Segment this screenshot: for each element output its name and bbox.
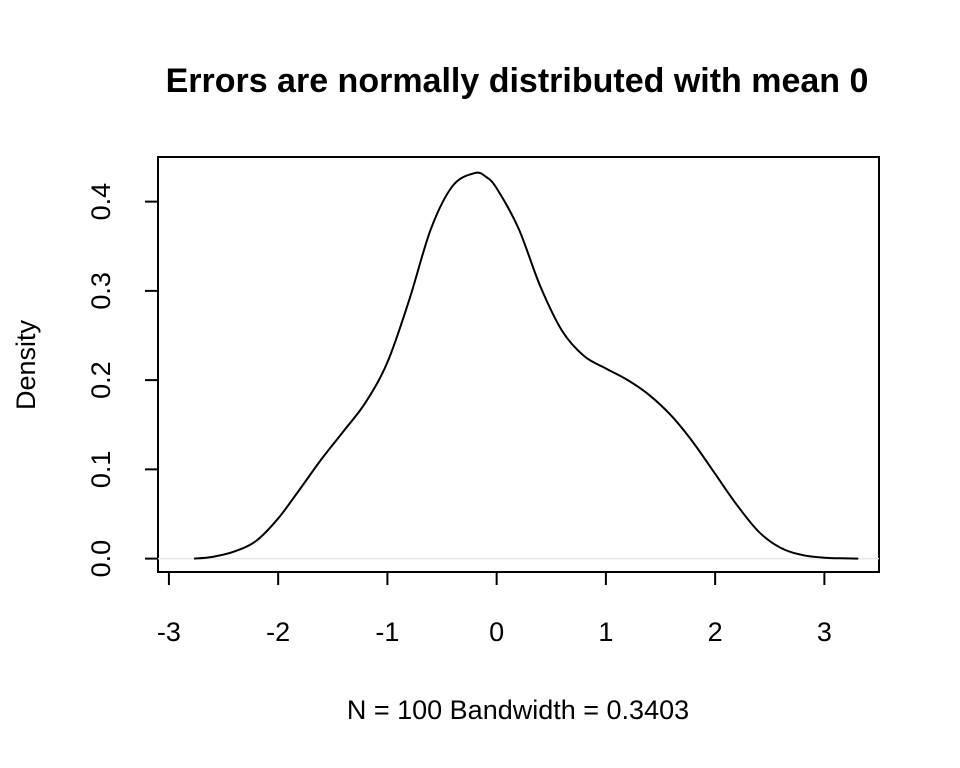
density-curve [193, 171, 859, 560]
y-axis-label: Density [11, 319, 41, 410]
y-tick-label: 0.4 [86, 183, 116, 221]
y-tick-label: 0.3 [86, 272, 116, 310]
plot-frame [157, 156, 880, 573]
y-axis: 0.0 0.1 0.2 0.3 0.4 [86, 183, 159, 578]
x-axis-label: N = 100 Bandwidth = 0.3403 [347, 695, 689, 725]
y-tick-label: 0.1 [86, 451, 116, 489]
x-axis: -3 -2 -1 0 1 2 3 [157, 571, 832, 647]
x-tick-label: 1 [598, 617, 613, 647]
x-tick-label: -1 [375, 617, 399, 647]
y-tick-label: 0.0 [86, 540, 116, 578]
x-tick-label: 2 [708, 617, 723, 647]
x-tick-label: -3 [157, 617, 181, 647]
y-tick-label: 0.2 [86, 361, 116, 399]
chart-title: Errors are normally distributed with mea… [166, 62, 869, 100]
x-tick-label: -2 [266, 617, 290, 647]
x-tick-label: 3 [817, 617, 832, 647]
x-tick-label: 0 [489, 617, 504, 647]
